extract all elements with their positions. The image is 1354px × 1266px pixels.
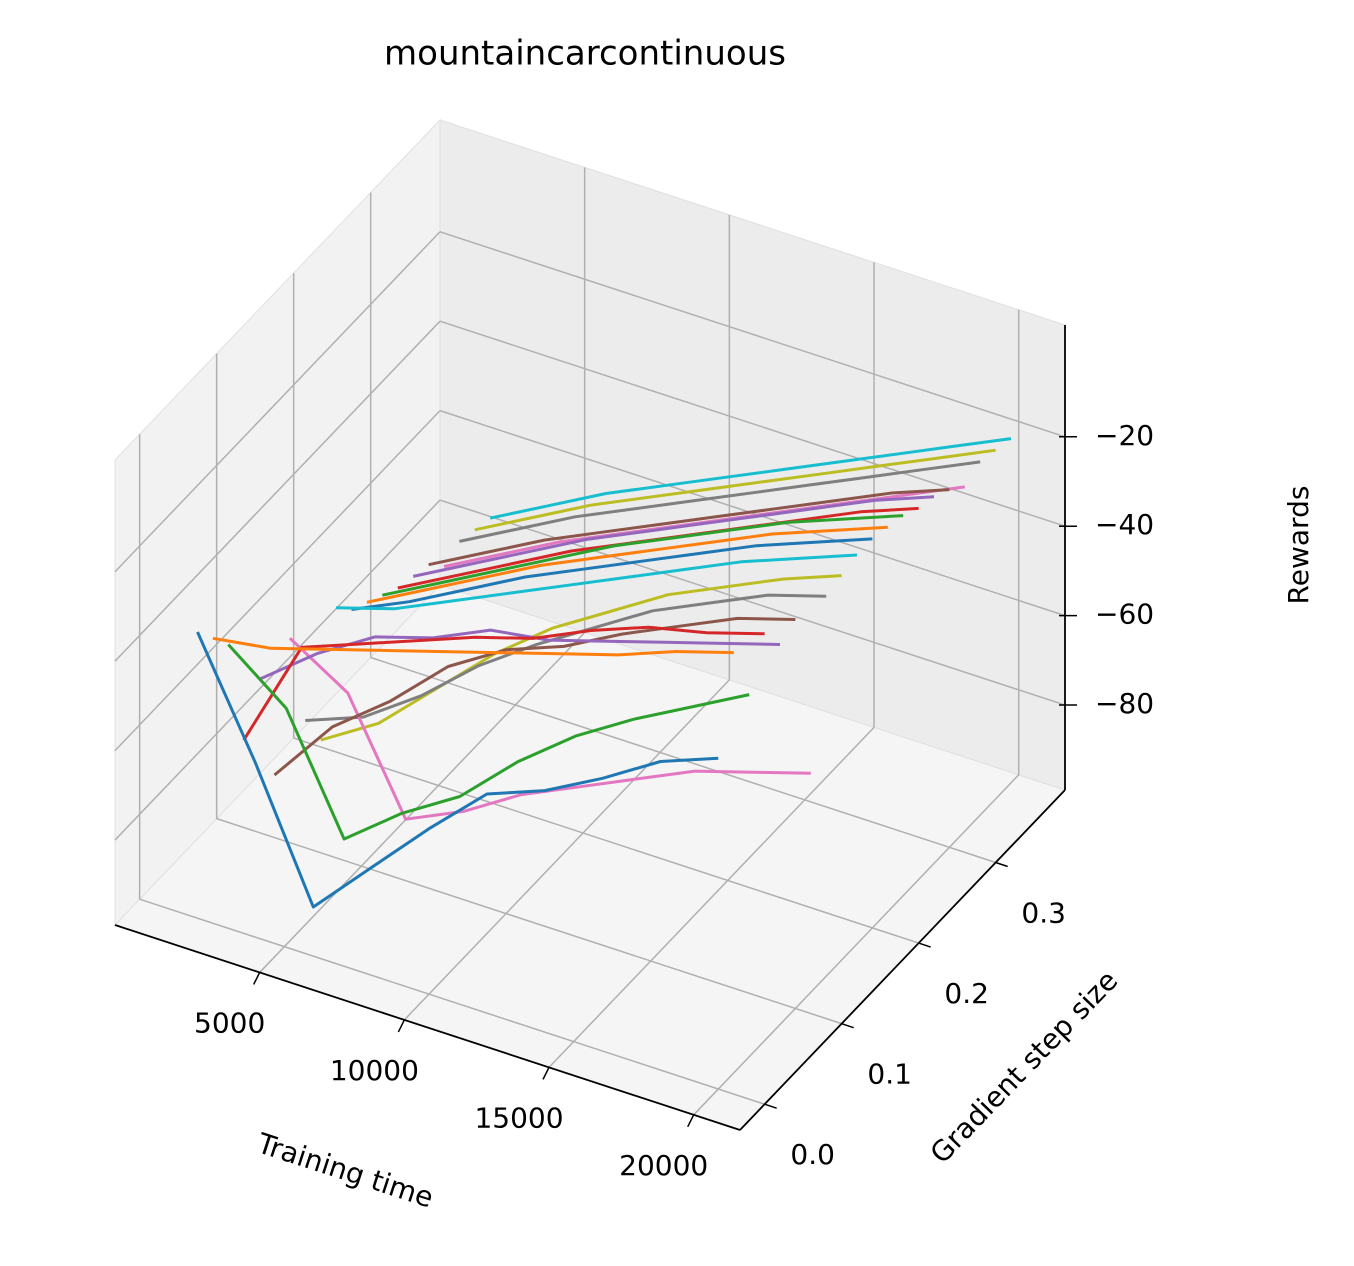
y-tick-label: 0.1 xyxy=(867,1058,912,1091)
x-grid-floor xyxy=(259,631,586,973)
series-line xyxy=(273,616,796,777)
y-tick xyxy=(918,942,931,948)
series-line xyxy=(242,625,765,741)
series-line xyxy=(366,525,888,604)
x-grid-floor xyxy=(693,774,1020,1116)
series-line xyxy=(412,495,935,578)
x-axis-label: Training time xyxy=(253,1126,438,1214)
z-axis-label: Rewards xyxy=(1282,486,1315,605)
series-line xyxy=(212,636,734,657)
series-line xyxy=(336,553,858,611)
z-grid-left xyxy=(114,231,441,573)
x-grid-floor xyxy=(548,726,875,1068)
y-tick-label: 0.3 xyxy=(1021,897,1066,930)
y-grid-floor xyxy=(293,737,919,944)
y-grid-floor xyxy=(139,898,765,1105)
z-grid-left xyxy=(114,410,441,752)
y-grid-floor xyxy=(216,817,842,1025)
series-line xyxy=(474,448,996,532)
series-line xyxy=(227,643,750,841)
y-axis xyxy=(739,789,1066,1131)
x-tick xyxy=(687,1114,695,1128)
x-tick xyxy=(542,1067,550,1080)
x-tick xyxy=(253,972,261,985)
series-line xyxy=(351,537,873,611)
y-tick-label: 0.0 xyxy=(790,1138,835,1171)
x-tick-label: 5000 xyxy=(194,1006,265,1039)
series-line xyxy=(305,593,827,722)
z-tick-label: −60 xyxy=(1095,598,1154,631)
z-tick-label: −40 xyxy=(1095,508,1154,541)
z-grid-back xyxy=(439,231,1066,438)
y-tick xyxy=(995,861,1008,868)
x-grid-floor xyxy=(403,679,730,1021)
series-line xyxy=(489,437,1012,520)
y-tick xyxy=(841,1022,854,1029)
z-tick-label: −20 xyxy=(1095,419,1154,452)
series-line xyxy=(381,514,904,597)
series-line xyxy=(196,631,719,909)
x-tick xyxy=(397,1019,406,1033)
y-tick xyxy=(764,1103,777,1109)
x-tick-label: 20000 xyxy=(619,1149,708,1182)
series-line xyxy=(459,460,981,543)
z-tick-label: −80 xyxy=(1095,687,1154,720)
y-tick-label: 0.2 xyxy=(944,977,989,1010)
x-tick-label: 15000 xyxy=(474,1101,563,1134)
x-tick-label: 10000 xyxy=(330,1054,419,1087)
z-grid-back xyxy=(439,320,1066,527)
series-line xyxy=(428,488,950,567)
x-axis xyxy=(114,924,741,1131)
chart-title: mountaincarcontinuous xyxy=(384,34,786,74)
z-grid-left xyxy=(114,320,441,662)
series-line xyxy=(320,574,842,742)
z-grid-back xyxy=(439,499,1066,706)
